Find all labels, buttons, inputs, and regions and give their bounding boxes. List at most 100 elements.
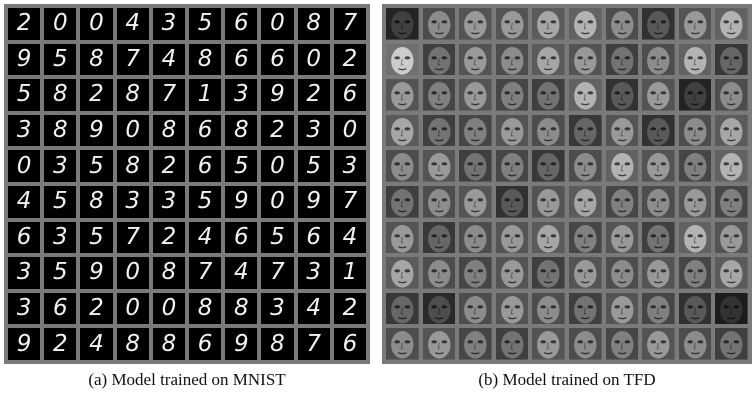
- digit-label: 9: [89, 117, 104, 144]
- digit-sample: 9: [297, 186, 330, 218]
- digit-label: 0: [125, 117, 140, 144]
- digit-label: 8: [125, 81, 140, 108]
- face-sample: [605, 8, 639, 40]
- digit-sample: 4: [8, 186, 41, 218]
- face-sample: [422, 79, 456, 111]
- digit-sample: 8: [116, 150, 149, 182]
- face-sample: [422, 43, 456, 76]
- face-sample: [422, 257, 456, 289]
- digit-label: 6: [52, 295, 68, 322]
- digit-label: 7: [306, 330, 321, 357]
- digit-sample: 2: [152, 221, 185, 254]
- face-sample: [715, 43, 748, 76]
- face-sample: [532, 292, 565, 325]
- face-sample: [678, 8, 712, 40]
- face-sample: [495, 328, 529, 360]
- digit-label: 5: [52, 188, 68, 215]
- digit-sample: 7: [333, 8, 366, 40]
- face-sample: [459, 221, 492, 254]
- digit-sample: 3: [44, 150, 77, 182]
- digit-sample: 2: [44, 328, 77, 360]
- digit-sample: 2: [80, 292, 113, 325]
- digit-label: 3: [342, 152, 358, 179]
- digit-label: 8: [89, 188, 104, 215]
- digit-sample: 7: [116, 43, 149, 76]
- digit-sample: 3: [8, 292, 41, 325]
- digit-label: 0: [270, 152, 285, 179]
- face-sample: [459, 43, 492, 76]
- digit-label: 7: [197, 259, 213, 286]
- digit-sample: 8: [44, 79, 77, 111]
- digit-sample: 3: [8, 114, 41, 147]
- digit-sample: 2: [297, 79, 330, 111]
- digit-label: 6: [306, 223, 321, 250]
- digit-label: 9: [270, 81, 285, 108]
- digit-sample: 6: [189, 150, 222, 182]
- digit-label: 3: [233, 81, 249, 108]
- digit-sample: 6: [297, 221, 330, 254]
- face-sample: [495, 186, 529, 218]
- digit-label: 5: [16, 81, 32, 108]
- digit-label: 8: [161, 117, 177, 144]
- face-sample: [642, 292, 675, 325]
- digit-label: 6: [233, 10, 249, 37]
- digit-sample: 2: [333, 43, 366, 76]
- digit-label: 6: [16, 223, 32, 250]
- digit-sample: 2: [152, 150, 185, 182]
- digit-label: 9: [16, 45, 32, 72]
- digit-sample: 8: [116, 79, 149, 111]
- digit-sample: 8: [225, 114, 258, 147]
- digit-label: 0: [306, 45, 321, 72]
- digit-sample: 8: [152, 257, 185, 289]
- face-sample: [678, 186, 712, 218]
- digit-label: 0: [89, 10, 104, 37]
- face-sample: [422, 328, 456, 360]
- digit-label: 2: [270, 117, 285, 144]
- face-sample: [459, 257, 492, 289]
- digit-label: 4: [197, 223, 213, 250]
- face-sample: [605, 114, 639, 147]
- face-sample: [422, 221, 456, 254]
- digit-label: 2: [89, 295, 104, 322]
- digit-label: 2: [306, 81, 321, 108]
- digit-sample: 4: [80, 328, 113, 360]
- digit-label: 9: [306, 188, 321, 215]
- digit-label: 2: [342, 295, 358, 322]
- digit-sample: 5: [44, 186, 77, 218]
- digit-label: 6: [197, 330, 213, 357]
- mnist-caption: (a) Model trained on MNIST: [88, 370, 286, 389]
- face-sample: [386, 292, 419, 325]
- digit-sample: 5: [44, 257, 77, 289]
- face-sample: [678, 150, 712, 182]
- face-sample: [386, 186, 419, 218]
- face-sample: [715, 221, 748, 254]
- face-sample: [642, 43, 675, 76]
- face-sample: [605, 79, 639, 111]
- digit-label: 5: [52, 259, 68, 286]
- digit-label: 0: [270, 188, 285, 215]
- face-sample: [495, 114, 529, 147]
- digit-sample: 8: [189, 292, 222, 325]
- face-sample: [678, 257, 712, 289]
- digit-label: 0: [52, 10, 68, 37]
- digit-label: 9: [89, 259, 104, 286]
- face-sample: [715, 150, 748, 182]
- face-sample: [422, 292, 456, 325]
- digit-sample: 7: [152, 79, 185, 111]
- digit-sample: 9: [225, 186, 258, 218]
- digit-label: 2: [52, 330, 68, 357]
- face-sample: [569, 8, 602, 40]
- digit-sample: 0: [44, 8, 77, 40]
- digit-sample: 2: [333, 292, 366, 325]
- tfd-samples-panel: [382, 4, 752, 364]
- digit-label: 6: [342, 81, 358, 108]
- digit-sample: 7: [189, 257, 222, 289]
- face-sample: [642, 150, 675, 182]
- digit-label: 3: [16, 259, 32, 286]
- digit-sample: 4: [333, 221, 366, 254]
- face-sample: [605, 43, 639, 76]
- digit-label: 0: [161, 295, 177, 322]
- digit-sample: 3: [44, 221, 77, 254]
- face-sample: [605, 328, 639, 360]
